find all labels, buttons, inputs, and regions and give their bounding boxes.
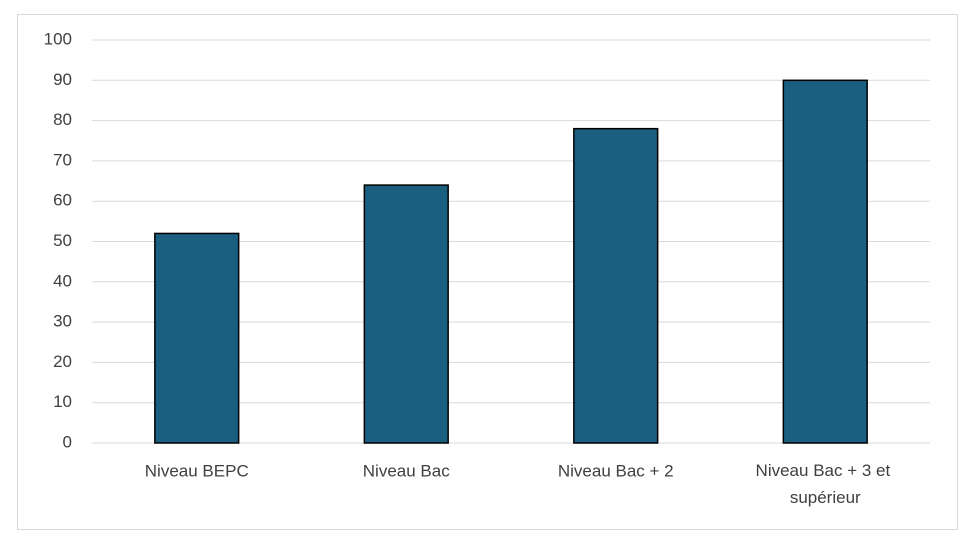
y-tick-label: 20: [53, 352, 72, 371]
x-tick-label: Niveau Bac: [363, 461, 450, 480]
y-tick-label: 10: [53, 392, 72, 411]
bar: [363, 184, 449, 444]
y-tick-label: 80: [53, 110, 72, 129]
x-tick-label: Niveau BEPC: [145, 461, 249, 480]
y-tick-label: 40: [53, 271, 72, 290]
y-tick-label: 70: [53, 150, 72, 169]
y-tick-label: 100: [44, 29, 72, 48]
x-tick-label: Niveau Bac + 2: [558, 461, 674, 480]
bar: [154, 232, 240, 444]
y-tick-label: 50: [53, 231, 72, 250]
y-tick-label: 30: [53, 312, 72, 331]
y-tick-label: 90: [53, 70, 72, 89]
y-tick-label: 60: [53, 191, 72, 210]
y-tick-label: 0: [63, 432, 72, 451]
bar: [782, 79, 868, 444]
x-tick-label: Niveau Bac + 3 et supérieur: [756, 461, 895, 507]
bar: [573, 127, 659, 444]
